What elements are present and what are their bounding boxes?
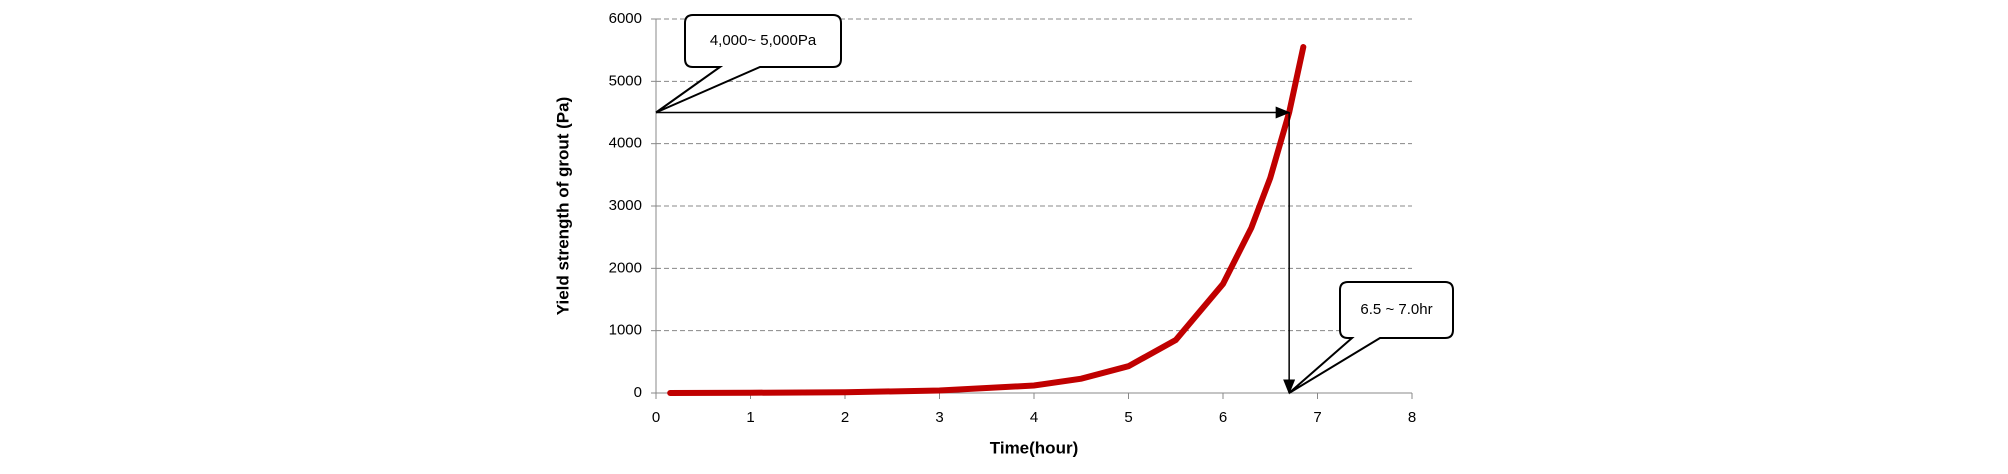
x-tick-label: 0 xyxy=(652,409,660,426)
x-tick-label: 6 xyxy=(1219,409,1227,426)
x-tick-label: 8 xyxy=(1408,409,1416,426)
callout-text: 6.5 ~ 7.0hr xyxy=(1360,301,1432,318)
y-axis-label: Yield strength of grout (Pa) xyxy=(553,97,572,315)
x-tick-label: 4 xyxy=(1030,409,1038,426)
y-tick-label: 5000 xyxy=(609,72,642,89)
x-axis-label: Time(hour) xyxy=(990,438,1078,457)
x-tick-label: 1 xyxy=(746,409,754,426)
callout-text: 4,000~ 5,000Pa xyxy=(710,32,817,49)
y-tick-label: 1000 xyxy=(609,322,642,339)
x-tick-label: 2 xyxy=(841,409,849,426)
y-tick-label: 0 xyxy=(634,384,642,401)
y-tick-label: 6000 xyxy=(609,10,642,27)
x-tick-label: 7 xyxy=(1313,409,1321,426)
y-tick-label: 4000 xyxy=(609,135,642,152)
callout-box xyxy=(655,14,842,114)
y-tick-label: 3000 xyxy=(609,197,642,214)
data-line xyxy=(667,44,1307,396)
x-tick-label: 3 xyxy=(935,409,943,426)
callout-box xyxy=(1288,281,1454,394)
x-tick-label: 5 xyxy=(1124,409,1132,426)
y-tick-label: 2000 xyxy=(609,259,642,276)
